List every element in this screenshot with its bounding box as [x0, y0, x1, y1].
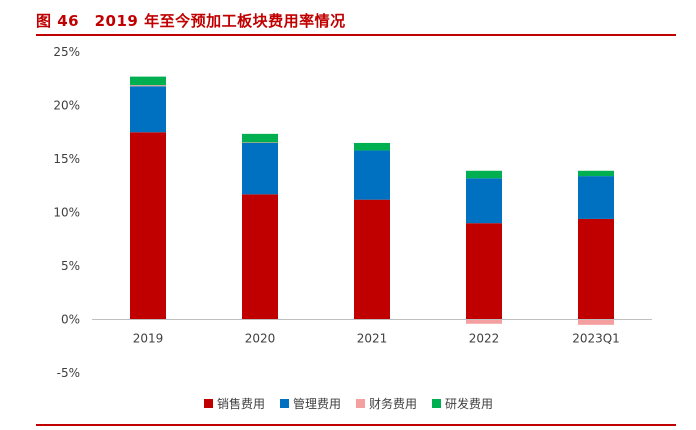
bar-segment	[578, 170, 614, 177]
bar-segment	[242, 194, 278, 320]
x-tick-label: 2020	[245, 332, 276, 346]
bar-segment	[354, 150, 390, 200]
legend: 销售费用 管理费用 财务费用 研发费用	[204, 396, 493, 411]
legend-label: 研发费用	[445, 396, 493, 411]
legend-swatch	[204, 399, 213, 408]
bar-segment	[130, 76, 166, 86]
x-tick-label: 2023Q1	[572, 332, 620, 346]
bar-segment	[466, 223, 502, 320]
bar-segment	[578, 176, 614, 219]
bar-segment	[130, 86, 166, 133]
bar-segment	[242, 142, 278, 195]
bar-segment	[578, 319, 614, 325]
y-axis-tick-labels: 25% 20% 15% 10% 5% 0% -5%	[53, 45, 80, 380]
bar-segment	[578, 218, 614, 320]
legend-label: 财务费用	[369, 396, 417, 411]
bar-segment	[354, 142, 390, 151]
bottom-rule	[36, 424, 676, 426]
x-axis-tick-labels: 2019 2020 2021 2022 2023Q1	[133, 332, 620, 346]
figure-title: 图 46 2019 年至今预加工板块费用率情况	[36, 12, 346, 30]
y-tick-label: 25%	[53, 45, 80, 59]
bar-segment	[130, 85, 166, 87]
bar-segment	[466, 178, 502, 224]
legend-swatch	[356, 399, 365, 408]
bar-segment	[242, 142, 278, 144]
bar-segment	[130, 132, 166, 320]
x-tick-label: 2019	[133, 332, 164, 346]
bar-segment	[466, 319, 502, 324]
bars-group	[130, 76, 614, 325]
legend-label: 管理费用	[293, 396, 341, 411]
legend-swatch	[432, 399, 441, 408]
title-bar: 图 46 2019 年至今预加工板块费用率情况	[36, 6, 676, 36]
y-tick-label: -5%	[57, 366, 80, 380]
y-tick-label: 5%	[61, 259, 80, 273]
legend-label: 销售费用	[217, 396, 265, 411]
bar-segment	[466, 170, 502, 179]
bar-segment	[242, 133, 278, 143]
bar-segment	[354, 199, 390, 320]
y-tick-label: 0%	[61, 313, 80, 327]
y-tick-label: 10%	[53, 206, 80, 220]
y-tick-label: 20%	[53, 99, 80, 113]
x-tick-label: 2022	[469, 332, 500, 346]
x-tick-label: 2021	[357, 332, 388, 346]
legend-swatch	[280, 399, 289, 408]
y-tick-label: 15%	[53, 152, 80, 166]
